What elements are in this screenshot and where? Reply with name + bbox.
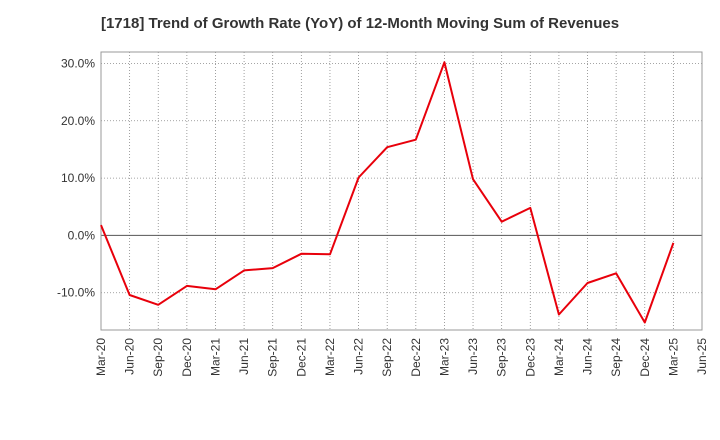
data-point <box>129 294 131 296</box>
data-point <box>157 304 159 306</box>
x-tick-label: Sep-20 <box>151 338 165 377</box>
data-point <box>615 272 617 274</box>
x-tick-label: Jun-24 <box>581 338 595 375</box>
data-point <box>100 224 102 226</box>
x-tick-label: Jun-22 <box>352 338 366 375</box>
data-point <box>443 61 445 63</box>
data-point <box>300 253 302 255</box>
x-tick-label: Jun-20 <box>123 338 137 375</box>
x-tick-label: Dec-23 <box>523 338 537 377</box>
data-point <box>587 282 589 284</box>
x-axis: Mar-20 Jun-20 Sep-20 Dec-20 Mar-21 Jun-21 Sep-… <box>94 338 709 377</box>
chart-title: [1718] Trend of Growth Rate (YoY) of 12-… <box>100 15 620 32</box>
data-point <box>529 207 531 209</box>
x-tick-label: Mar-20 <box>94 338 108 376</box>
y-tick-label: 10.0% <box>61 171 95 185</box>
series-layer <box>100 61 675 324</box>
x-tick-label: Dec-21 <box>294 338 308 377</box>
data-point <box>472 178 474 180</box>
data-point <box>415 139 417 141</box>
y-tick-label: 30.0% <box>61 56 95 70</box>
y-tick-label: 20.0% <box>61 114 95 128</box>
x-tick-label: Mar-22 <box>323 338 337 376</box>
x-tick-label: Jun-21 <box>237 338 251 375</box>
x-tick-label: Dec-24 <box>638 338 652 377</box>
y-tick-label: -10.0% <box>57 286 95 300</box>
x-tick-label: Mar-25 <box>666 338 680 376</box>
x-tick-label: Mar-24 <box>552 338 566 376</box>
grid <box>100 52 703 330</box>
x-tick-label: Dec-22 <box>409 338 423 377</box>
x-tick-label: Jun-25 <box>695 338 709 375</box>
data-point <box>329 253 331 255</box>
x-tick-label: Sep-22 <box>380 338 394 377</box>
data-point <box>644 322 646 324</box>
x-tick-label: Sep-21 <box>266 338 280 377</box>
series-line <box>100 61 675 324</box>
data-point <box>214 288 216 290</box>
data-point <box>243 269 245 271</box>
x-tick-label: Dec-20 <box>180 338 194 377</box>
y-tick-label: 0.0% <box>68 228 96 242</box>
y-axis: 30.0% 20.0% 10.0% 0.0% -10.0% <box>57 56 95 299</box>
x-tick-label: Sep-24 <box>609 338 623 377</box>
data-point <box>558 314 560 316</box>
x-tick-label: Mar-23 <box>437 338 451 376</box>
data-point <box>501 221 503 223</box>
plot-frame <box>100 51 703 331</box>
x-tick-label: Mar-21 <box>208 338 222 376</box>
data-point <box>186 285 188 287</box>
x-tick-label: Sep-23 <box>495 338 509 377</box>
data-point <box>672 242 674 244</box>
data-point <box>386 146 388 148</box>
x-tick-label: Jun-23 <box>466 338 480 375</box>
data-point <box>272 267 274 269</box>
data-point <box>358 177 360 179</box>
